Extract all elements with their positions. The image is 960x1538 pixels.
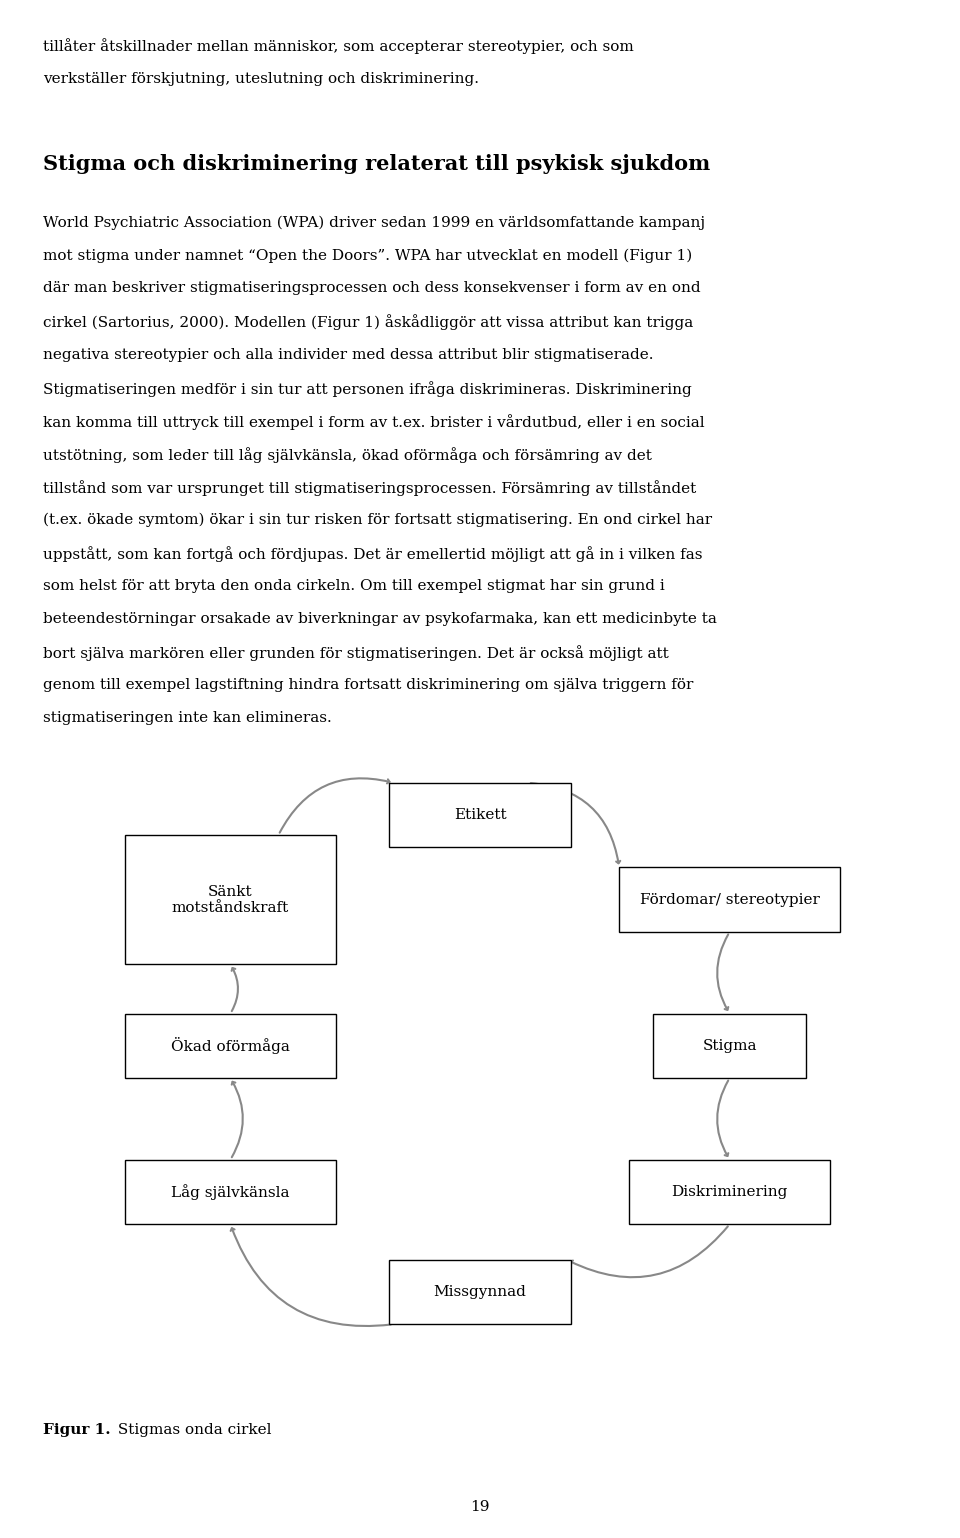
FancyBboxPatch shape bbox=[389, 1260, 571, 1324]
Text: Låg självkänsla: Låg självkänsla bbox=[171, 1184, 290, 1200]
Text: 19: 19 bbox=[470, 1500, 490, 1513]
Text: cirkel (Sartorius, 2000). Modellen (Figur 1) åskådliggör att vissa attribut kan : cirkel (Sartorius, 2000). Modellen (Figu… bbox=[43, 314, 693, 331]
FancyBboxPatch shape bbox=[389, 783, 571, 847]
Text: Ökad oförmåga: Ökad oförmåga bbox=[171, 1037, 290, 1055]
Text: tillstånd som var ursprunget till stigmatiseringsprocessen. Försämring av tillst: tillstånd som var ursprunget till stigma… bbox=[43, 480, 696, 495]
Text: Stigma och diskriminering relaterat till psykisk sjukdom: Stigma och diskriminering relaterat till… bbox=[43, 154, 710, 174]
Text: utstötning, som leder till låg självkänsla, ökad oförmåga och försämring av det: utstötning, som leder till låg självkäns… bbox=[43, 446, 652, 463]
Text: Sänkt
motståndskraft: Sänkt motståndskraft bbox=[172, 884, 289, 915]
Text: Stigmatiseringen medför i sin tur att personen ifråga diskrimineras. Diskriminer: Stigmatiseringen medför i sin tur att pe… bbox=[43, 380, 692, 397]
Text: World Psychiatric Association (WPA) driver sedan 1999 en världsomfattande kampan: World Psychiatric Association (WPA) driv… bbox=[43, 215, 706, 229]
Text: bort själva markören eller grunden för stigmatiseringen. Det är också möjligt at: bort själva markören eller grunden för s… bbox=[43, 646, 669, 661]
Text: stigmatiseringen inte kan elimineras.: stigmatiseringen inte kan elimineras. bbox=[43, 711, 332, 726]
Text: Missgynnad: Missgynnad bbox=[434, 1284, 526, 1300]
Text: kan komma till uttryck till exempel i form av t.ex. brister i vårdutbud, eller i: kan komma till uttryck till exempel i fo… bbox=[43, 414, 705, 429]
Text: Fördomar/ stereotypier: Fördomar/ stereotypier bbox=[639, 892, 820, 907]
FancyBboxPatch shape bbox=[653, 1014, 806, 1078]
FancyBboxPatch shape bbox=[125, 1160, 336, 1224]
Text: Figur 1.: Figur 1. bbox=[43, 1423, 110, 1436]
Text: genom till exempel lagstiftning hindra fortsatt diskriminering om själva trigger: genom till exempel lagstiftning hindra f… bbox=[43, 678, 693, 692]
FancyBboxPatch shape bbox=[629, 1160, 830, 1224]
Text: (t.ex. ökade symtom) ökar i sin tur risken för fortsatt stigmatisering. En ond c: (t.ex. ökade symtom) ökar i sin tur risk… bbox=[43, 514, 712, 528]
Text: uppstått, som kan fortgå och fördjupas. Det är emellertid möjligt att gå in i vi: uppstått, som kan fortgå och fördjupas. … bbox=[43, 546, 703, 561]
Text: tillåter åtskillnader mellan människor, som accepterar stereotypier, och som: tillåter åtskillnader mellan människor, … bbox=[43, 38, 634, 54]
Text: Stigma: Stigma bbox=[703, 1038, 756, 1054]
Text: där man beskriver stigmatiseringsprocessen och dess konsekvenser i form av en on: där man beskriver stigmatiseringsprocess… bbox=[43, 281, 701, 295]
Text: verkställer förskjutning, uteslutning och diskriminering.: verkställer förskjutning, uteslutning oc… bbox=[43, 72, 479, 86]
Text: beteendestörningar orsakade av biverkningar av psykofarmaka, kan ett medicinbyte: beteendestörningar orsakade av biverknin… bbox=[43, 612, 717, 626]
Text: mot stigma under namnet “Open the Doors”. WPA har utvecklat en modell (Figur 1): mot stigma under namnet “Open the Doors”… bbox=[43, 248, 692, 263]
FancyBboxPatch shape bbox=[125, 835, 336, 964]
Text: som helst för att bryta den onda cirkeln. Om till exempel stigmat har sin grund : som helst för att bryta den onda cirkeln… bbox=[43, 580, 665, 594]
Text: Diskriminering: Diskriminering bbox=[671, 1184, 788, 1200]
Text: negativa stereotypier och alla individer med dessa attribut blir stigmatiserade.: negativa stereotypier och alla individer… bbox=[43, 348, 654, 361]
FancyBboxPatch shape bbox=[125, 1014, 336, 1078]
Text: Etikett: Etikett bbox=[454, 807, 506, 823]
Text: Stigmas onda cirkel: Stigmas onda cirkel bbox=[113, 1423, 272, 1436]
FancyBboxPatch shape bbox=[619, 867, 840, 932]
